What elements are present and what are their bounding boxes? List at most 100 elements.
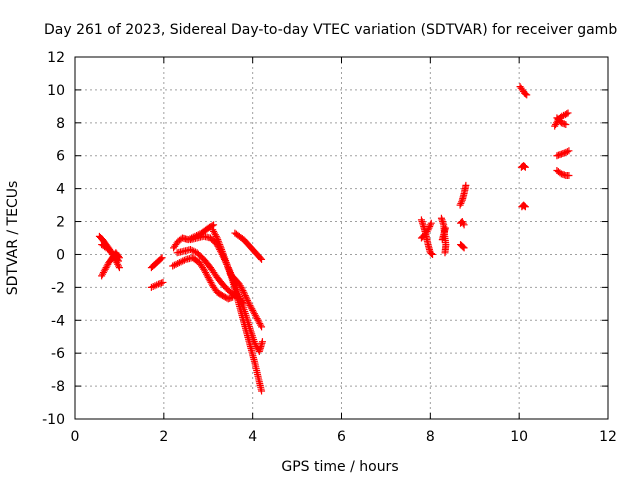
data-point: [243, 295, 251, 303]
data-point: [212, 232, 220, 240]
data-point: [521, 203, 529, 211]
y-axis-label: SDTVAR / TECUs: [5, 181, 21, 296]
data-series-segment: [553, 167, 573, 179]
data-point: [180, 256, 188, 264]
data-point: [210, 221, 218, 229]
data-series-segment: [438, 224, 449, 244]
x-tick-label: 10: [510, 429, 528, 445]
data-point: [214, 237, 222, 245]
data-point: [427, 219, 435, 227]
grid-layer: [75, 57, 608, 419]
data-series-segment: [518, 201, 529, 211]
data-point: [174, 260, 182, 268]
y-tick-label: 6: [56, 149, 65, 165]
data-point: [556, 169, 564, 177]
data-point: [258, 338, 266, 346]
data-point: [522, 90, 530, 98]
data-point: [179, 257, 187, 265]
data-point: [565, 147, 573, 155]
data-point: [256, 254, 264, 262]
data-series-segment: [456, 181, 470, 209]
data-point: [186, 246, 194, 254]
y-tick-label: 4: [56, 182, 65, 198]
data-point: [564, 109, 572, 117]
data-point: [457, 199, 465, 207]
x-tick-label: 8: [426, 429, 435, 445]
y-tick-label: -10: [42, 412, 65, 428]
data-series-segment: [209, 226, 266, 395]
chart-title: Day 261 of 2023, Sidereal Day-to-day VTE…: [44, 22, 617, 38]
y-tick-label: 2: [56, 215, 65, 231]
y-tick-label: 12: [47, 50, 65, 66]
data-point: [429, 250, 437, 258]
ticks-layer: 0 2 4 6 8 10 12 -10 -8 -6 -4 -2 0 2 4 6 8 10 12: [42, 50, 617, 445]
data-point: [460, 244, 468, 252]
data-point: [114, 256, 122, 264]
data-point: [562, 148, 570, 156]
data-point: [216, 242, 224, 250]
data-point: [258, 323, 266, 331]
data-series-segment: [517, 162, 529, 171]
data-point: [214, 236, 222, 244]
data-point: [460, 221, 468, 229]
data-series-segment: [516, 83, 531, 99]
data-point: [241, 292, 249, 300]
y-tick-label: -4: [51, 313, 65, 329]
data-point: [258, 387, 266, 395]
data-point: [523, 91, 531, 99]
data-point: [115, 264, 123, 272]
data-point: [243, 297, 251, 305]
data-point: [258, 255, 266, 263]
data-point: [565, 171, 573, 179]
y-tick-label: -2: [51, 280, 65, 296]
data-point: [159, 278, 167, 286]
data-point: [213, 234, 221, 242]
data-series-segment: [169, 254, 237, 303]
x-tick-label: 4: [248, 429, 257, 445]
data-point: [190, 247, 198, 255]
data-point: [427, 250, 435, 258]
data-point: [158, 254, 166, 262]
data-point: [456, 201, 464, 209]
data-point: [441, 224, 449, 232]
data-point: [170, 261, 178, 269]
data-point: [426, 222, 434, 230]
data-points-layer: [95, 83, 573, 395]
x-tick-label: 12: [599, 429, 617, 445]
data-point: [216, 241, 224, 249]
data-point: [521, 163, 529, 171]
data-series-segment: [147, 254, 166, 272]
y-tick-label: 10: [47, 83, 65, 99]
y-tick-label: 0: [56, 247, 65, 263]
data-point: [459, 243, 467, 251]
data-point: [188, 246, 196, 254]
data-point: [169, 262, 177, 270]
x-tick-label: 6: [337, 429, 346, 445]
data-point: [459, 219, 467, 227]
data-series-segment: [231, 229, 266, 263]
data-point: [520, 162, 528, 170]
data-series-segment: [457, 218, 468, 229]
data-point: [172, 260, 180, 268]
data-point: [241, 290, 249, 298]
data-series-segment: [553, 114, 570, 128]
x-tick-label: 0: [71, 429, 80, 445]
data-point: [441, 249, 449, 257]
data-point: [239, 287, 247, 295]
data-point: [458, 198, 466, 206]
data-series-segment: [457, 241, 468, 252]
data-point: [240, 288, 248, 296]
data-point: [217, 244, 225, 252]
data-point: [563, 148, 571, 156]
x-axis-label: GPS time / hours: [281, 459, 398, 475]
data-point: [562, 120, 570, 128]
data-point: [115, 257, 123, 265]
y-tick-label: 8: [56, 116, 65, 132]
data-point: [177, 258, 185, 266]
data-point: [242, 293, 250, 301]
data-series-segment: [417, 219, 435, 242]
data-point: [215, 239, 223, 247]
data-point: [462, 181, 470, 189]
data-series-segment: [147, 278, 167, 291]
